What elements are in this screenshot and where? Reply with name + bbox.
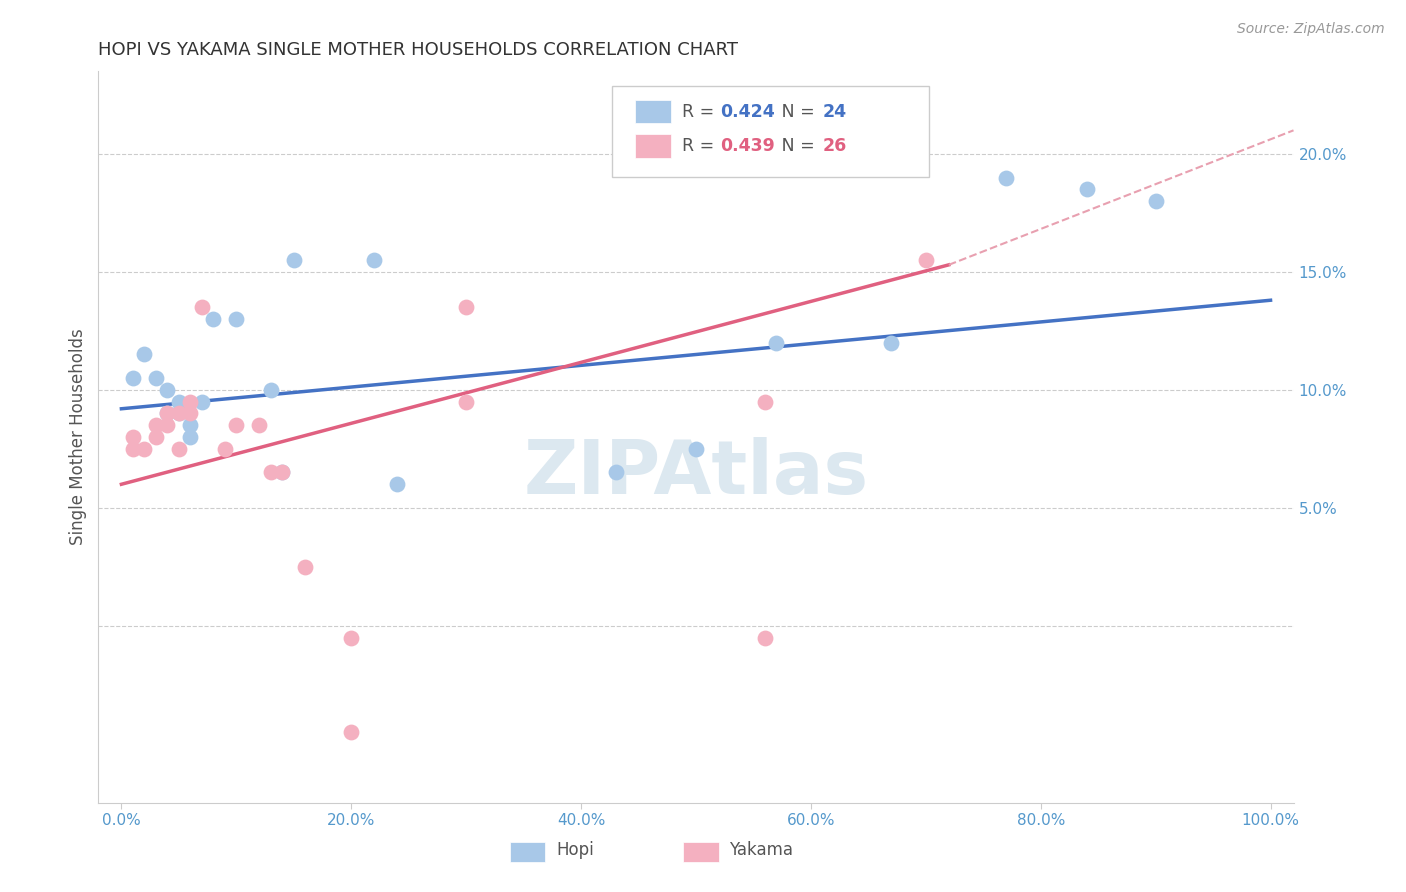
Point <box>260 466 283 480</box>
Text: 0.439: 0.439 <box>720 137 775 155</box>
Point <box>122 442 145 456</box>
Point <box>456 394 478 409</box>
Point <box>271 466 294 480</box>
Point <box>340 631 363 645</box>
Point <box>754 394 776 409</box>
Point <box>271 466 294 480</box>
Point <box>122 430 145 444</box>
Point <box>765 335 787 350</box>
Point <box>605 466 627 480</box>
Text: R =: R = <box>682 137 720 155</box>
Point <box>754 631 776 645</box>
Point <box>145 418 167 433</box>
Point <box>167 407 190 421</box>
Point <box>134 442 156 456</box>
Text: 0.424: 0.424 <box>720 103 775 120</box>
Point <box>156 407 179 421</box>
Text: 26: 26 <box>823 137 846 155</box>
Point <box>340 725 363 739</box>
FancyBboxPatch shape <box>683 842 718 862</box>
Text: HOPI VS YAKAMA SINGLE MOTHER HOUSEHOLDS CORRELATION CHART: HOPI VS YAKAMA SINGLE MOTHER HOUSEHOLDS … <box>98 41 738 59</box>
Point <box>260 383 283 397</box>
Point <box>1144 194 1167 208</box>
Point <box>283 253 305 268</box>
Point <box>247 418 270 433</box>
Point <box>202 312 225 326</box>
Point <box>179 407 201 421</box>
Point <box>156 407 179 421</box>
Point <box>134 347 156 361</box>
Point <box>179 418 201 433</box>
Point <box>456 301 478 315</box>
Point <box>880 335 903 350</box>
Point <box>214 442 236 456</box>
Point <box>914 253 936 268</box>
Text: N =: N = <box>765 137 821 155</box>
Text: Hopi: Hopi <box>557 841 593 859</box>
Point <box>225 312 247 326</box>
Point <box>179 430 201 444</box>
Point <box>179 394 201 409</box>
Point <box>145 371 167 385</box>
Text: Yakama: Yakama <box>730 841 793 859</box>
Point <box>225 418 247 433</box>
Text: R =: R = <box>682 103 720 120</box>
FancyBboxPatch shape <box>636 100 671 123</box>
Point <box>385 477 409 491</box>
Point <box>156 383 179 397</box>
Y-axis label: Single Mother Households: Single Mother Households <box>69 329 87 545</box>
Point <box>1076 182 1098 196</box>
Point <box>363 253 385 268</box>
Text: 24: 24 <box>823 103 846 120</box>
Text: N =: N = <box>765 103 821 120</box>
Point <box>191 394 214 409</box>
Point <box>167 394 190 409</box>
Point <box>191 301 214 315</box>
Point <box>145 430 167 444</box>
FancyBboxPatch shape <box>613 86 929 178</box>
Point <box>294 559 316 574</box>
Point <box>800 100 823 114</box>
Point <box>167 407 190 421</box>
Point <box>995 170 1018 185</box>
Point <box>685 442 707 456</box>
FancyBboxPatch shape <box>509 842 546 862</box>
FancyBboxPatch shape <box>636 135 671 158</box>
Point <box>122 371 145 385</box>
Text: Source: ZipAtlas.com: Source: ZipAtlas.com <box>1237 22 1385 37</box>
Text: ZIPAtlas: ZIPAtlas <box>523 437 869 510</box>
Point <box>156 418 179 433</box>
Point <box>167 442 190 456</box>
